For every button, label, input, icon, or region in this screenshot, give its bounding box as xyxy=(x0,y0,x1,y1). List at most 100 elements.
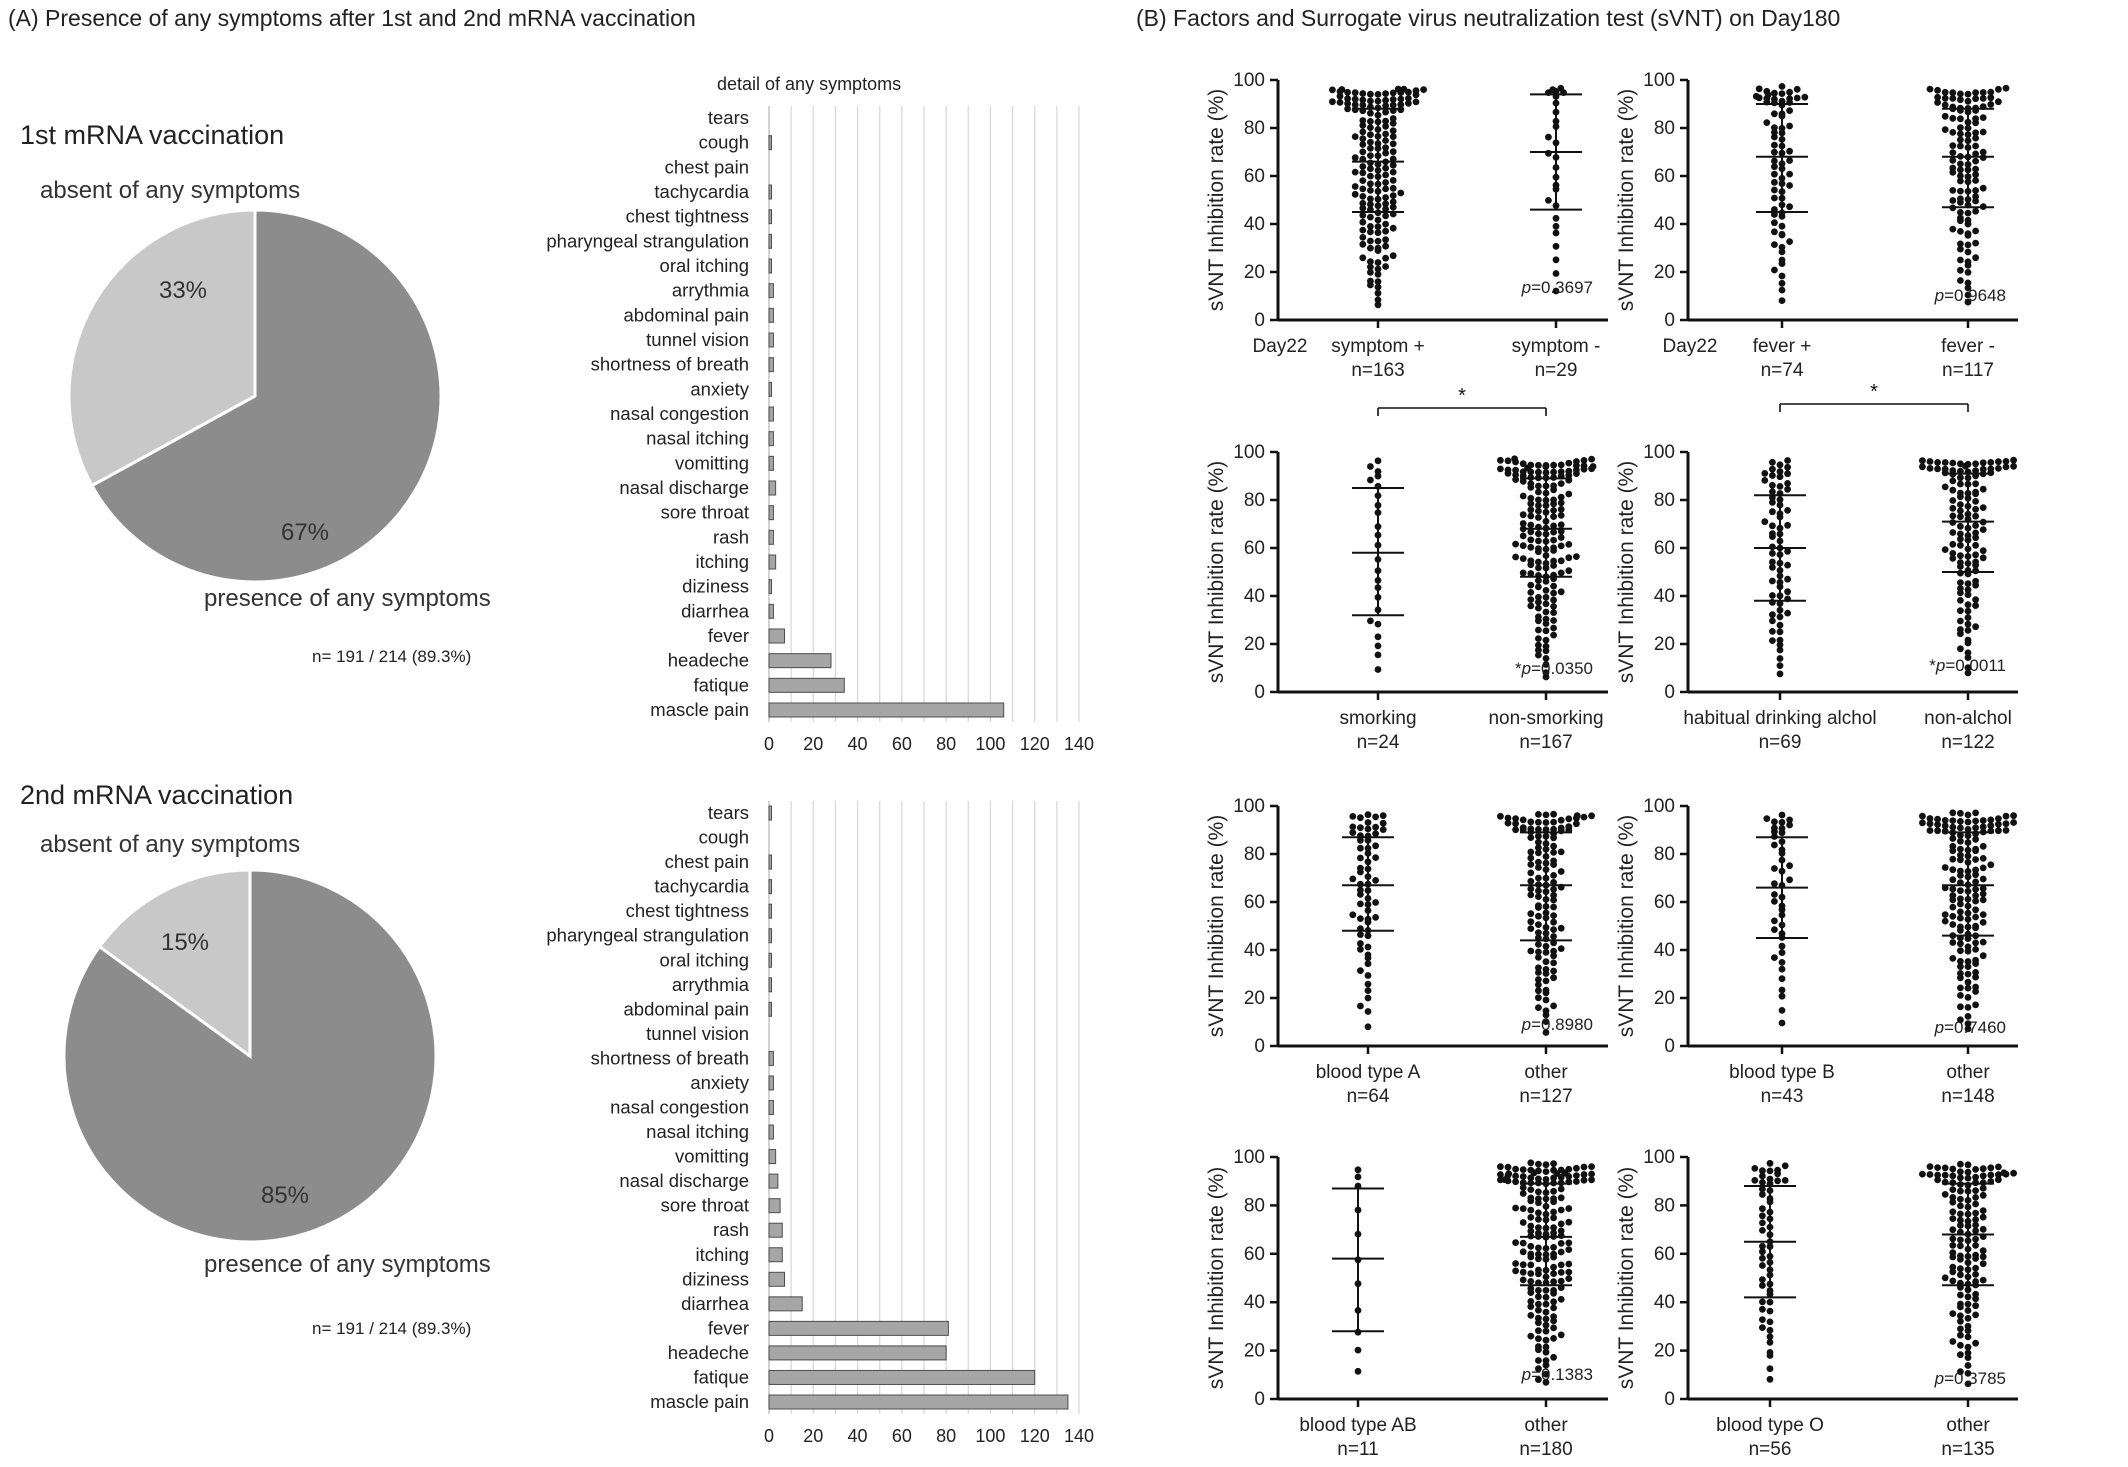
data-point xyxy=(1949,1208,1957,1216)
data-point xyxy=(1542,643,1550,650)
data-point xyxy=(1557,534,1565,541)
data-point xyxy=(1771,228,1778,236)
data-point xyxy=(1957,597,1964,604)
data-point xyxy=(1972,1227,1979,1235)
group-label: other xyxy=(1946,1062,1990,1083)
data-point xyxy=(1964,994,1972,1001)
data-point xyxy=(1972,956,1979,964)
data-point xyxy=(1512,826,1519,834)
data-point xyxy=(1550,624,1557,632)
y-tick-label: 80 xyxy=(1654,490,1675,511)
data-point xyxy=(1527,543,1535,551)
bar xyxy=(768,1149,777,1165)
bar-category-label: oral itching xyxy=(660,255,749,276)
data-point xyxy=(1769,508,1776,516)
data-point xyxy=(1949,817,1957,824)
data-point xyxy=(1949,1215,1957,1222)
data-point xyxy=(1379,812,1387,819)
data-point xyxy=(1550,617,1557,624)
data-point xyxy=(1784,480,1791,487)
data-point xyxy=(1550,1250,1557,1258)
data-point xyxy=(1550,818,1557,826)
data-point xyxy=(1957,1216,1964,1224)
p-value-label: *p=0.0350 xyxy=(1515,659,1593,678)
bar-category-label: chest pain xyxy=(665,156,749,177)
data-point xyxy=(1535,994,1542,1002)
data-point xyxy=(1949,1263,1957,1271)
data-point xyxy=(1979,95,1987,102)
group-label: other xyxy=(1524,1415,1568,1436)
data-point xyxy=(1382,205,1389,213)
group-label: blood type B xyxy=(1729,1062,1835,1083)
bar-category-label: vomitting xyxy=(675,452,749,473)
data-point xyxy=(1949,1165,1957,1173)
data-point xyxy=(1359,254,1367,262)
day-prefix-label: Day22 xyxy=(1663,336,1718,357)
bar xyxy=(768,1050,774,1066)
data-point xyxy=(1557,512,1565,519)
data-point xyxy=(1535,1300,1542,1308)
data-point xyxy=(1389,127,1397,135)
data-point xyxy=(1382,171,1389,179)
pie1-n-text: n= 191 / 214 (89.3%) xyxy=(312,647,471,666)
data-point xyxy=(1535,502,1542,509)
data-point xyxy=(1979,855,1987,862)
data-point xyxy=(1374,223,1382,231)
bar-category-label: anxiety xyxy=(690,1072,749,1093)
data-point xyxy=(1557,505,1565,513)
data-point xyxy=(1771,124,1778,131)
data-point xyxy=(1535,641,1542,649)
data-point xyxy=(1957,172,1964,180)
data-point xyxy=(1542,469,1550,476)
data-point xyxy=(1589,463,1597,470)
bar xyxy=(768,283,774,299)
data-point xyxy=(1949,835,1957,842)
data-point xyxy=(1759,1191,1766,1198)
data-point xyxy=(1759,1219,1766,1227)
data-point xyxy=(1972,885,1979,893)
data-point xyxy=(1367,213,1374,221)
data-point xyxy=(1374,296,1382,304)
data-point xyxy=(1351,154,1359,162)
data-point xyxy=(1926,827,1934,834)
data-point xyxy=(1519,477,1527,485)
data-point xyxy=(1527,818,1535,826)
data-point xyxy=(1527,536,1535,544)
data-point xyxy=(1972,1242,1979,1249)
y-tick-label: 40 xyxy=(1244,1292,1265,1313)
bar-category-label: fatique xyxy=(693,1366,749,1387)
data-point xyxy=(1786,147,1793,155)
bar-category-label: itching xyxy=(696,1244,749,1265)
data-point xyxy=(1771,178,1778,186)
data-point xyxy=(1957,579,1964,586)
data-point xyxy=(1771,186,1778,194)
pie1-present-label: presence of any symptoms xyxy=(204,585,491,612)
bar xyxy=(768,1296,803,1312)
data-point xyxy=(1550,528,1557,536)
data-point xyxy=(1497,456,1504,464)
data-point xyxy=(1957,187,1964,195)
group-n-label: n=74 xyxy=(1761,360,1804,381)
data-point xyxy=(1357,940,1364,947)
pie-label-absent-pct: 15% xyxy=(161,929,209,956)
data-point xyxy=(1527,1186,1535,1193)
data-point xyxy=(1527,506,1535,514)
data-point xyxy=(1972,856,1979,863)
data-point xyxy=(1972,845,1979,853)
data-point xyxy=(1771,954,1778,961)
data-point xyxy=(1497,1163,1504,1171)
data-point xyxy=(1389,101,1397,109)
data-point xyxy=(1389,120,1397,127)
data-point xyxy=(1397,101,1405,108)
data-point xyxy=(1941,817,1949,824)
data-point xyxy=(1542,1161,1550,1169)
data-point xyxy=(1972,1173,1979,1181)
data-point xyxy=(1759,1282,1766,1289)
p-value-number: =0.3697 xyxy=(1531,278,1593,297)
data-point xyxy=(1919,463,1926,471)
data-point xyxy=(1588,455,1595,463)
data-point xyxy=(1497,1171,1504,1178)
data-point xyxy=(1926,820,1934,828)
data-point xyxy=(1769,550,1776,557)
data-point xyxy=(1550,1166,1557,1174)
